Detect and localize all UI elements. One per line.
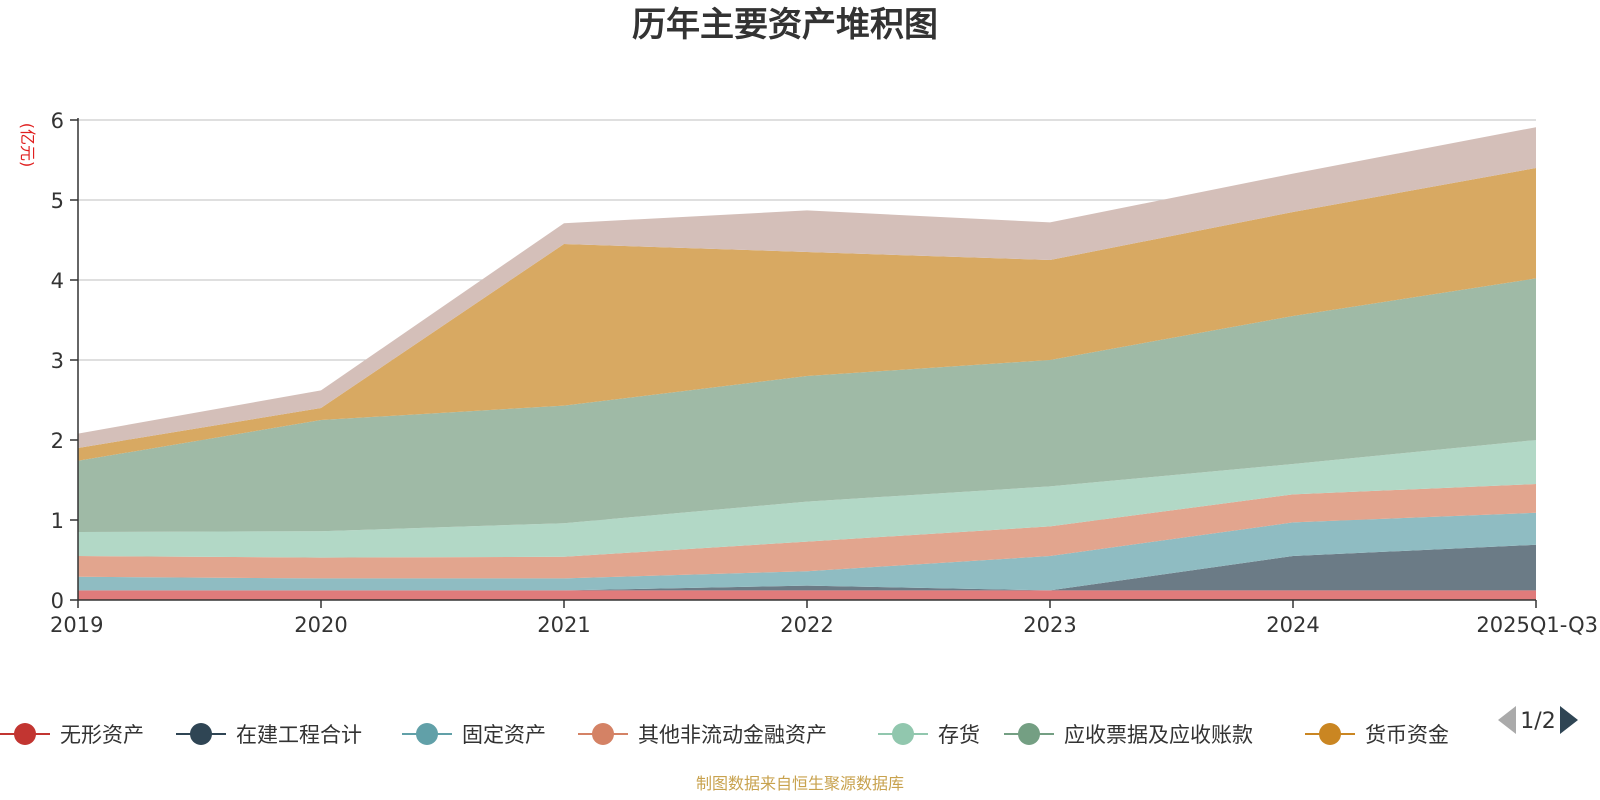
legend-next-icon[interactable]	[1560, 706, 1578, 734]
legend-page-indicator: 1/2	[1520, 709, 1555, 734]
x-tick-label: 2019	[50, 613, 103, 637]
x-tick-label: 2021	[537, 613, 590, 637]
legend-item-7[interactable]: 货币资金	[1305, 723, 1449, 747]
data-source-note: 制图数据来自恒生聚源数据库	[696, 774, 904, 793]
legend-marker-icon	[892, 723, 914, 745]
legend-item-4[interactable]: 其他非流动金融资产	[578, 723, 827, 747]
area-series	[78, 127, 1536, 600]
legend-label: 其他非流动金融资产	[638, 723, 827, 747]
legend-label: 无形资产	[60, 723, 144, 747]
x-tick-labels: 2019 2020 2021 2022 2023 2024 2025Q1-Q3	[50, 613, 1598, 637]
legend-marker-icon	[1018, 723, 1040, 745]
y-axis-unit: (亿元)	[18, 123, 37, 168]
chart-title: 历年主要资产堆积图	[632, 5, 938, 45]
legend-marker-icon	[1319, 723, 1341, 745]
y-tick-labels: 0 1 2 3 4 5 6	[51, 109, 64, 613]
legend-label: 货币资金	[1365, 723, 1449, 747]
area-3	[78, 512, 1536, 591]
legend-marker-icon	[14, 723, 36, 745]
x-tick-label: 2022	[780, 613, 833, 637]
area-8	[78, 127, 1536, 448]
y-tick-label: 3	[51, 349, 64, 373]
legend-label: 应收票据及应收账款	[1064, 723, 1253, 747]
x-tick-label: 2025Q1-Q3	[1476, 613, 1598, 637]
axes	[70, 118, 1537, 608]
y-tick-label: 2	[51, 429, 64, 453]
legend-marker-icon	[190, 723, 212, 745]
legend-label: 在建工程合计	[236, 723, 362, 747]
legend-item-6[interactable]: 应收票据及应收账款	[1004, 723, 1253, 747]
legend-marker-icon	[592, 723, 614, 745]
y-tick-label: 0	[51, 589, 64, 613]
legend-prev-icon[interactable]	[1498, 706, 1516, 734]
x-tick-label: 2023	[1023, 613, 1076, 637]
legend-item-2[interactable]: 在建工程合计	[176, 723, 362, 747]
legend-item-1[interactable]: 无形资产	[0, 723, 144, 747]
x-tick-label: 2020	[294, 613, 347, 637]
area-7	[78, 168, 1536, 461]
legend-pager: 1/2	[1498, 706, 1578, 734]
legend-item-3[interactable]: 固定资产	[402, 723, 546, 747]
area-1	[78, 590, 1536, 600]
legend-item-5[interactable]: 存货	[878, 723, 980, 747]
area-2	[78, 544, 1536, 591]
area-5	[78, 440, 1536, 558]
legend-label: 固定资产	[462, 723, 546, 747]
y-tick-label: 4	[51, 269, 64, 293]
legend: 无形资产 在建工程合计 固定资产 其他非流动金融资产 存货 应收票据及应收账款 货币资金	[0, 723, 1449, 747]
area-4	[78, 484, 1536, 579]
legend-label: 存货	[938, 723, 980, 747]
legend-marker-icon	[416, 723, 438, 745]
y-tick-label: 5	[51, 189, 64, 213]
y-tick-label: 6	[51, 109, 64, 133]
area-6	[78, 278, 1536, 532]
y-tick-label: 1	[51, 509, 64, 533]
x-tick-label: 2024	[1266, 613, 1319, 637]
